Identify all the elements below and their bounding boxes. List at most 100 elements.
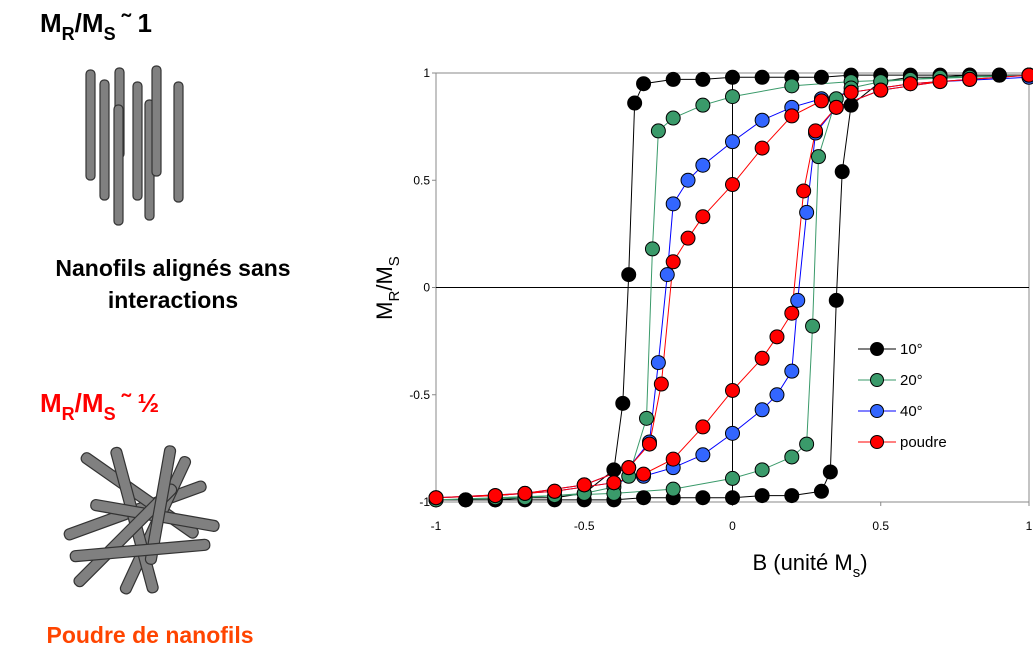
data-point	[1021, 67, 1033, 83]
data-point	[650, 123, 666, 139]
data-point	[725, 69, 740, 85]
data-point	[621, 460, 637, 476]
data-point	[606, 475, 622, 491]
data-point	[962, 71, 978, 87]
data-point	[991, 67, 1007, 83]
ratio-sub: S	[104, 24, 116, 44]
data-point	[665, 110, 681, 126]
ratio-part: /M	[75, 8, 104, 38]
label-part: /M	[372, 266, 397, 290]
data-point	[843, 97, 859, 113]
top-ratio: MR/MS ˜ 1	[40, 8, 152, 44]
legend-marker	[870, 435, 884, 449]
label-part: )	[860, 550, 867, 575]
data-point	[665, 481, 681, 497]
data-point	[621, 267, 637, 283]
data-point	[641, 436, 657, 452]
legend-marker	[870, 342, 884, 356]
data-point	[636, 76, 652, 92]
x-axis-label: B (unité Ms)	[752, 550, 867, 581]
y-tick-label: -1	[419, 495, 430, 509]
data-point	[725, 177, 740, 193]
label-part: B (unité M	[752, 550, 852, 575]
legend-marker	[870, 404, 884, 418]
data-point	[695, 447, 711, 463]
x-tick-label: 0.5	[872, 519, 889, 533]
data-point	[665, 196, 681, 212]
data-point	[754, 402, 770, 418]
data-point	[665, 71, 681, 87]
data-point	[808, 123, 824, 139]
legend-label: 10°	[900, 341, 923, 358]
data-point	[754, 488, 770, 504]
ratio-part: ˜ ½	[121, 388, 160, 418]
data-point	[902, 76, 918, 92]
data-point	[754, 462, 770, 478]
data-point	[769, 387, 785, 403]
data-point	[805, 318, 821, 334]
legend-marker	[870, 373, 884, 387]
y-tick-label: 1	[423, 66, 430, 80]
x-tick-label: 0	[729, 519, 736, 533]
data-point	[828, 99, 844, 115]
y-axis-label: MR/MS	[372, 256, 403, 320]
caption-line: Nanofils alignés sans	[55, 255, 290, 281]
data-point	[725, 470, 740, 486]
data-point	[725, 89, 740, 105]
label-sub: s	[853, 564, 861, 581]
data-point	[725, 134, 740, 150]
data-point	[725, 382, 740, 398]
ratio-part: M	[40, 8, 62, 38]
data-point	[799, 436, 815, 452]
data-point	[799, 204, 815, 220]
data-point	[636, 490, 652, 506]
data-point	[428, 490, 444, 506]
bottom-ratio: MR/MS ˜ ½	[40, 388, 159, 424]
y-tick-label: -0.5	[409, 388, 430, 402]
data-point	[695, 209, 711, 225]
x-tick-label: -0.5	[574, 519, 595, 533]
aligned-wires	[85, 65, 184, 226]
ratio-sub: R	[62, 24, 75, 44]
data-point	[873, 82, 889, 98]
data-point	[784, 78, 800, 94]
data-point	[784, 449, 800, 465]
data-point	[784, 305, 800, 321]
legend-label: 20°	[900, 372, 923, 389]
ratio-part: M	[40, 388, 62, 418]
y-tick-label: 0.5	[413, 173, 430, 187]
data-point	[680, 230, 696, 246]
x-tick-label: -1	[431, 519, 442, 533]
data-point	[695, 157, 711, 173]
data-point	[784, 488, 800, 504]
data-point	[606, 462, 622, 478]
legend-label: 40°	[900, 403, 923, 420]
data-point	[695, 71, 711, 87]
data-point	[784, 363, 800, 379]
data-point	[843, 84, 859, 100]
data-point	[680, 172, 696, 188]
data-point	[653, 376, 669, 392]
ratio-part: /M	[75, 388, 104, 418]
data-point	[822, 464, 838, 480]
label-sub: R	[386, 290, 403, 301]
data-point	[659, 267, 675, 283]
caption-line: Poudre de nanofils	[46, 622, 253, 648]
data-point	[665, 254, 681, 270]
label-sub: S	[386, 256, 403, 266]
data-point	[790, 292, 806, 308]
data-point	[695, 97, 711, 113]
data-point	[784, 108, 800, 124]
y-tick-label: 0	[423, 281, 430, 295]
data-point	[695, 490, 711, 506]
data-point	[576, 477, 592, 493]
data-point	[754, 112, 770, 128]
data-point	[636, 466, 652, 482]
data-point	[932, 74, 948, 90]
data-point	[725, 425, 740, 441]
data-point	[665, 451, 681, 467]
x-tick-label: 1	[1026, 519, 1033, 533]
data-point	[769, 329, 785, 345]
data-point	[458, 492, 474, 508]
